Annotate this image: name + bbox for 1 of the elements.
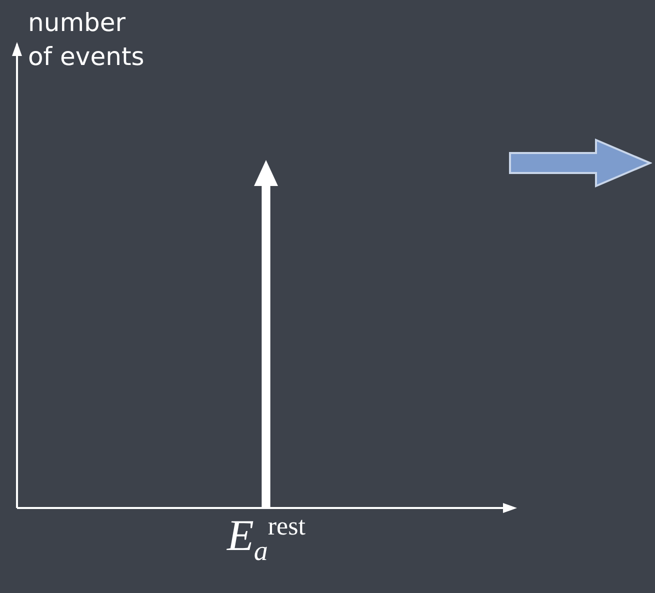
y-axis-title: number of events — [28, 7, 146, 73]
